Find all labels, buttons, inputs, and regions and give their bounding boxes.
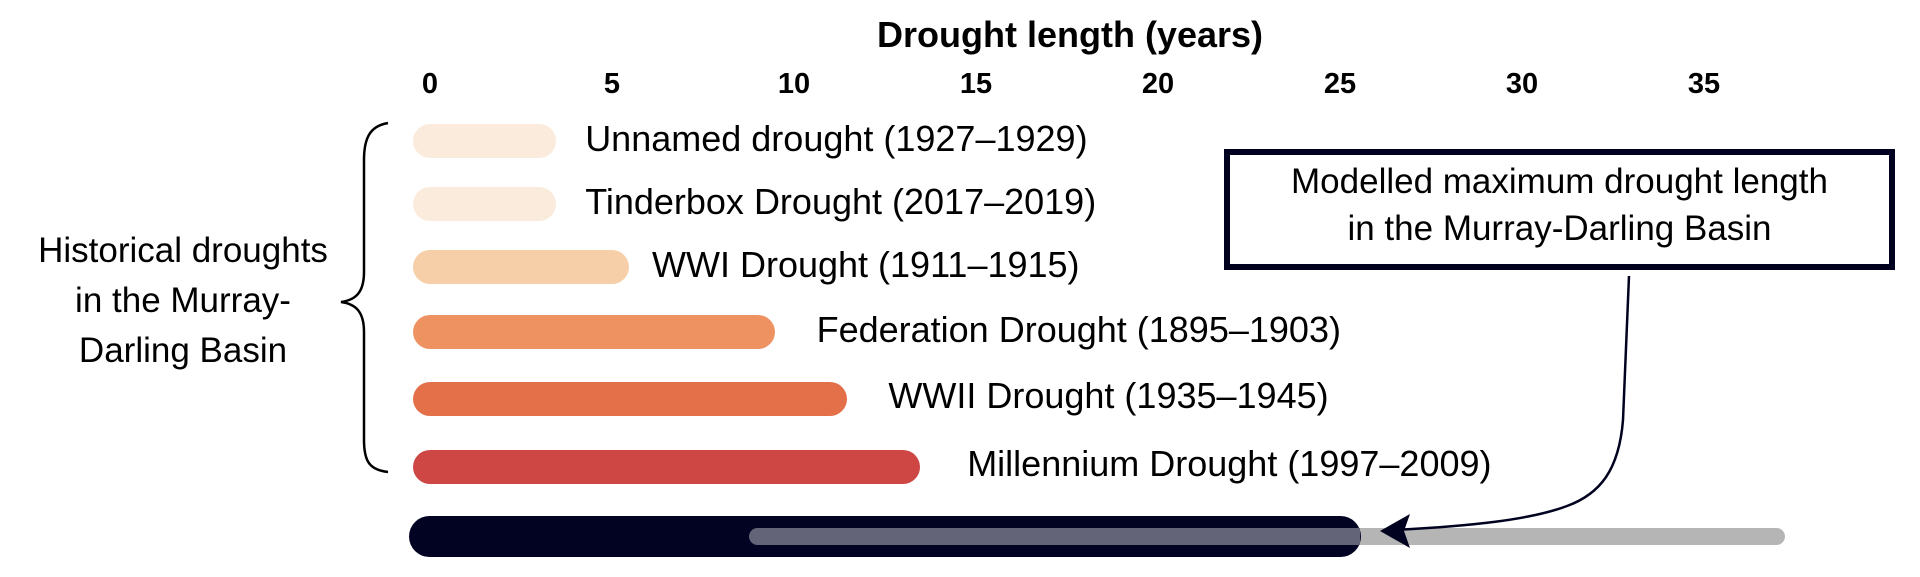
- group-label-line: Darling Basin: [78, 331, 288, 370]
- tick-label: 15: [959, 68, 993, 100]
- group-label-line: Historical droughts: [38, 231, 328, 270]
- annotation-line: Modelled maximum drought length: [1291, 162, 1828, 201]
- tick-label: 5: [603, 68, 621, 100]
- axis-title-text: Drought length (years): [877, 14, 1264, 55]
- drought-label: WWII Drought (1935–1945): [888, 375, 1329, 416]
- drought-label: Unnamed drought (1927–1929): [585, 118, 1088, 159]
- arrow-connector-icon: [1394, 275, 1631, 532]
- tick-label: 30: [1505, 68, 1539, 100]
- tick-label: 35: [1687, 68, 1721, 100]
- historical-droughts-group-label: Historical droughts in the Murray- Darli…: [0, 226, 366, 376]
- drought-bar: [413, 382, 848, 416]
- tick-label: 10: [777, 68, 811, 100]
- tick-label: 25: [1323, 68, 1357, 100]
- modelled-maximum-annotation-box: Modelled maximum drought length in the M…: [1224, 149, 1895, 270]
- drought-bar: [413, 187, 557, 221]
- annotation-line: in the Murray-Darling Basin: [1347, 209, 1772, 248]
- group-label-line: in the Murray-: [75, 281, 291, 320]
- drought-label: Tinderbox Drought (2017–2019): [585, 181, 1097, 222]
- drought-bar: [413, 124, 557, 158]
- tick-label: 20: [1141, 68, 1175, 100]
- tick-label: 0: [421, 68, 439, 100]
- drought-label: Millennium Drought (1997–2009): [967, 443, 1492, 484]
- drought-bar: [413, 450, 921, 484]
- drought-label: WWI Drought (1911–1915): [652, 244, 1080, 285]
- drought-bar: [413, 250, 629, 284]
- drought-label: Federation Drought (1895–1903): [816, 309, 1341, 350]
- drought-bar: [413, 315, 775, 349]
- modelled-range-overlap: [748, 528, 1360, 545]
